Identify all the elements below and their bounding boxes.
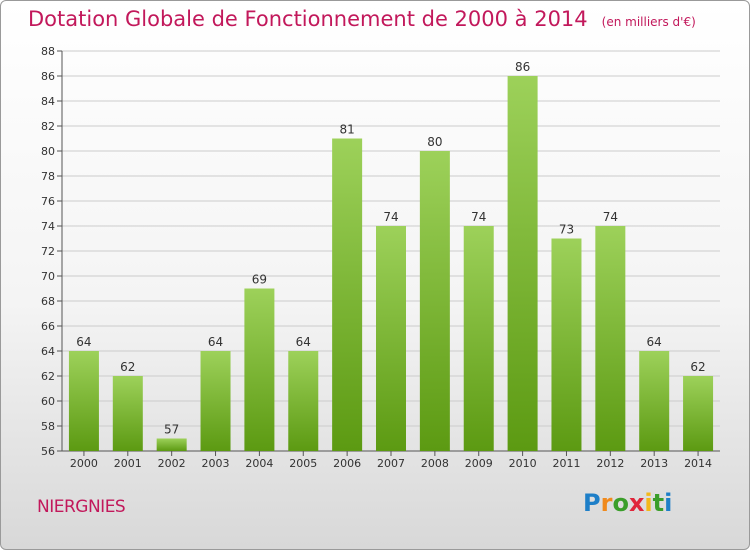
bar-2006 [332, 138, 363, 451]
bar-2003 [200, 351, 231, 451]
proxiti-logo: Proxiti [583, 489, 673, 517]
bar-2004 [244, 288, 275, 451]
y-tick-label: 62 [41, 370, 55, 383]
y-tick-label: 76 [41, 195, 55, 208]
data-label-2001: 62 [120, 360, 135, 374]
bar-2007 [376, 226, 406, 451]
x-tick-label-2003: 2003 [202, 457, 230, 470]
y-tick-label: 70 [41, 270, 55, 283]
bar-2013 [639, 351, 670, 451]
chart-title: Dotation Globale de Fonctionnement de 20… [28, 7, 696, 31]
x-tick-label-2013: 2013 [640, 457, 668, 470]
data-label-2008: 80 [427, 135, 442, 149]
x-tick-label-2000: 2000 [70, 457, 98, 470]
data-label-2006: 81 [339, 123, 354, 137]
y-tick-label: 84 [41, 95, 55, 108]
bar-2011 [551, 238, 582, 451]
y-tick-label: 74 [41, 220, 55, 233]
y-tick-label: 66 [41, 320, 55, 333]
x-tick-label-2006: 2006 [333, 457, 361, 470]
bar-2009 [463, 226, 494, 451]
labels: 56 58 60 62 64 66 68 70 72 74 76 78 80 82 84 86 88 64 2000… [41, 45, 712, 470]
bar-2014 [683, 376, 714, 451]
x-tick-label-2005: 2005 [289, 457, 317, 470]
x-tick-label-2012: 2012 [596, 457, 624, 470]
y-tick-label: 80 [41, 145, 55, 158]
data-label-2010: 86 [515, 60, 530, 74]
y-tick-label: 56 [41, 445, 55, 458]
y-tick-label: 64 [41, 345, 55, 358]
y-tick-label: 60 [41, 395, 55, 408]
data-label-2000: 64 [76, 335, 91, 349]
x-tick-label-2011: 2011 [552, 457, 580, 470]
bar-2012 [595, 226, 626, 451]
bar-2001 [112, 376, 143, 451]
x-tick-label-2007: 2007 [377, 457, 405, 470]
data-label-2013: 64 [647, 335, 662, 349]
data-label-2014: 62 [690, 360, 705, 374]
commune-name: NIERGNIES [37, 497, 126, 517]
bar-2000 [68, 351, 99, 451]
y-tick-label: 88 [41, 45, 55, 58]
y-tick-label: 78 [41, 170, 55, 183]
bars [68, 76, 714, 451]
x-tick-label-2010: 2010 [509, 457, 537, 470]
y-tick-label: 58 [41, 420, 55, 433]
y-tick-label: 72 [41, 245, 55, 258]
bar-2005 [288, 351, 319, 451]
data-label-2009: 74 [471, 210, 486, 224]
data-label-2002: 57 [164, 423, 179, 437]
bar-2010 [507, 76, 538, 451]
chart-subtitle: (en milliers d'€) [601, 15, 696, 29]
bar-2002 [156, 438, 187, 451]
x-tick-label-2009: 2009 [465, 457, 493, 470]
chart-title-text: Dotation Globale de Fonctionnement de 20… [28, 7, 588, 31]
x-tick-label-2008: 2008 [421, 457, 449, 470]
data-label-2005: 64 [296, 335, 311, 349]
y-tick-label: 82 [41, 120, 55, 133]
data-label-2007: 74 [383, 210, 398, 224]
y-tick-label: 86 [41, 70, 55, 83]
data-label-2003: 64 [208, 335, 223, 349]
x-tick-label-2004: 2004 [245, 457, 273, 470]
x-tick-label-2002: 2002 [158, 457, 186, 470]
data-label-2012: 74 [603, 210, 618, 224]
x-tick-label-2001: 2001 [114, 457, 142, 470]
data-label-2011: 73 [559, 223, 574, 237]
x-tick-label-2014: 2014 [684, 457, 712, 470]
bar-2008 [419, 151, 450, 451]
data-label-2004: 69 [252, 273, 267, 287]
y-tick-label: 68 [41, 295, 55, 308]
